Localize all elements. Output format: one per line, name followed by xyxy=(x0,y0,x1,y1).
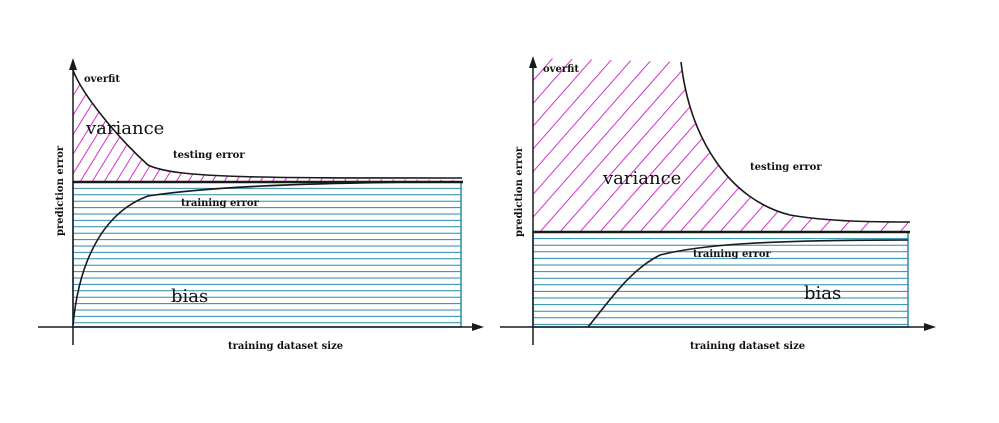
left-panel xyxy=(0,58,539,345)
right-overfit-label: overfit xyxy=(543,64,580,75)
variance-hatch-line xyxy=(331,70,408,182)
right-variance-hatching xyxy=(300,50,999,232)
variance-hatch-line xyxy=(659,58,821,232)
right-testing-error-curve xyxy=(680,61,911,223)
left-variance-hatching xyxy=(0,60,539,182)
variance-hatch-line xyxy=(73,70,84,182)
left-overfit-label: overfit xyxy=(84,74,121,85)
variance-hatch-line xyxy=(920,50,999,232)
right-y-axis-label: prediction error xyxy=(514,146,525,237)
variance-hatch-line xyxy=(300,50,460,232)
variance-hatch-line xyxy=(343,70,420,182)
left-x-axis-arrowhead xyxy=(472,323,484,331)
variance-hatch-line xyxy=(533,58,581,232)
variance-hatch-line xyxy=(579,58,741,232)
variance-hatch-line xyxy=(355,70,432,182)
variance-hatch-line xyxy=(247,70,324,182)
variance-hatch-line xyxy=(699,58,861,232)
variance-hatch-line xyxy=(533,58,621,232)
variance-hatch-line xyxy=(533,58,601,232)
variance-hatch-line xyxy=(187,70,264,182)
variance-hatch-line xyxy=(360,50,520,232)
variance-hatch-line xyxy=(719,58,881,232)
right-training-error-label: training error xyxy=(693,249,771,260)
variance-hatch-line xyxy=(211,70,288,182)
variance-hatch-line xyxy=(464,60,539,182)
variance-hatch-line xyxy=(427,70,460,182)
left-variance-label: variance xyxy=(86,118,165,139)
right-panel xyxy=(300,50,999,345)
variance-hatch-line xyxy=(340,50,500,232)
variance-hatch-line xyxy=(379,70,456,182)
left-bias-region xyxy=(73,187,461,324)
variance-hatch-line xyxy=(839,58,908,232)
variance-hatch-line xyxy=(163,70,240,182)
variance-hatch-line xyxy=(533,58,661,232)
variance-hatch-line xyxy=(879,58,908,232)
variance-hatch-line xyxy=(259,70,336,182)
variance-hatch-line xyxy=(533,58,641,232)
right-testing-error-label: testing error xyxy=(750,162,822,173)
right-x-axis-arrowhead xyxy=(924,323,936,331)
variance-hatch-line xyxy=(0,60,59,182)
variance-hatch-line xyxy=(439,70,460,182)
variance-hatch-line xyxy=(175,70,252,182)
variance-hatch-line xyxy=(533,58,561,232)
variance-hatch-line xyxy=(283,70,360,182)
left-bias-label: bias xyxy=(171,286,209,307)
variance-hatch-line xyxy=(319,70,396,182)
variance-hatch-line xyxy=(599,58,761,232)
variance-hatch-line xyxy=(271,70,348,182)
variance-hatch-line xyxy=(559,58,721,232)
variance-hatch-line xyxy=(533,58,681,232)
variance-hatch-line xyxy=(759,58,908,232)
variance-hatch-line xyxy=(639,58,801,232)
variance-hatch-line xyxy=(199,70,276,182)
left-x-axis-label: training dataset size xyxy=(228,341,344,352)
variance-hatch-line xyxy=(899,58,908,232)
variance-hatch-line xyxy=(307,70,384,182)
right-bias-label: bias xyxy=(804,283,842,304)
variance-hatch-line xyxy=(235,70,312,182)
left-testing-error-label: testing error xyxy=(173,150,245,161)
variance-hatch-line xyxy=(859,58,908,232)
right-training-error-curve xyxy=(587,239,909,328)
right-y-axis-arrowhead xyxy=(529,56,537,68)
right-x-axis-label: training dataset size xyxy=(690,341,806,352)
variance-hatch-line xyxy=(0,60,47,182)
left-y-axis-arrowhead xyxy=(69,58,77,70)
variance-hatch-line xyxy=(367,70,444,182)
variance-hatch-line xyxy=(799,58,908,232)
variance-hatch-line xyxy=(779,58,908,232)
variance-hatch-line xyxy=(819,58,908,232)
variance-hatch-line xyxy=(295,70,372,182)
variance-hatch-line xyxy=(415,70,460,182)
variance-hatch-line xyxy=(0,60,35,182)
variance-hatch-line xyxy=(223,70,300,182)
left-training-error-label: training error xyxy=(181,198,259,209)
variance-hatch-line xyxy=(619,58,781,232)
left-testing-error-curve xyxy=(72,69,463,179)
right-variance-label: variance xyxy=(603,168,682,189)
variance-hatch-line xyxy=(403,70,460,182)
left-training-error-curve xyxy=(72,181,463,326)
variance-hatch-line xyxy=(320,50,480,232)
variance-hatch-line xyxy=(539,58,701,232)
variance-hatch-line xyxy=(391,70,460,182)
left-y-axis-label: prediction error xyxy=(55,145,66,236)
